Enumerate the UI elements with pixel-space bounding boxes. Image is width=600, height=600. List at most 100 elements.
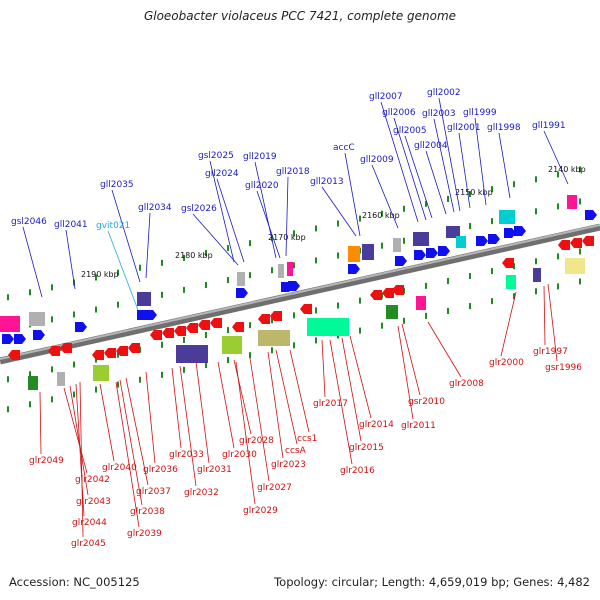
plus-gene-arrow xyxy=(488,234,500,244)
gene-block xyxy=(137,292,151,306)
gene-label-glr1997[interactable]: glr1997 xyxy=(533,347,568,357)
plus-leader-line xyxy=(192,213,239,266)
gene-label-glr2014[interactable]: glr2014 xyxy=(359,420,394,430)
gene-label-glr2017[interactable]: glr2017 xyxy=(313,399,348,409)
gene-label-gll2013[interactable]: gll2013 xyxy=(310,177,344,187)
gene-label-gsl2046[interactable]: gsl2046 xyxy=(11,217,47,227)
gene-label-gll1999[interactable]: gll1999 xyxy=(463,108,497,118)
minus-leader-line xyxy=(145,371,156,464)
gene-label-ccs1[interactable]: ccs1 xyxy=(297,434,317,444)
gene-label-glr2044[interactable]: glr2044 xyxy=(72,518,107,528)
gene-label-glr2015[interactable]: glr2015 xyxy=(349,443,384,453)
gene-label-glr2038[interactable]: glr2038 xyxy=(130,507,165,517)
minus-gene-arrow xyxy=(104,348,116,358)
minus-leader-line xyxy=(397,325,414,420)
plus-gene-arrow xyxy=(476,236,488,246)
minus-leader-line xyxy=(500,291,517,357)
gene-label-gll2018[interactable]: gll2018 xyxy=(276,167,310,177)
plus-gene-arrow xyxy=(585,210,597,220)
minus-leader-line xyxy=(401,323,421,396)
plus-leader-line xyxy=(371,164,399,229)
kbp-label: 2150 kbp xyxy=(455,188,493,197)
minus-gene-arrow xyxy=(392,285,404,295)
minus-leader-line xyxy=(235,361,256,505)
gene-label-gsr2010[interactable]: gsr2010 xyxy=(408,397,445,407)
kbp-label: 2160 kbp xyxy=(362,211,400,220)
gene-label-glr2008[interactable]: glr2008 xyxy=(449,379,484,389)
gene-label-glr2030[interactable]: glr2030 xyxy=(222,450,257,460)
gene-block xyxy=(506,275,516,289)
minus-gene-arrow xyxy=(60,343,72,353)
gene-block xyxy=(565,258,585,274)
plus-leader-line xyxy=(438,97,461,212)
gene-label-gsr1996[interactable]: gsr1996 xyxy=(545,363,582,373)
plus-leader-line xyxy=(380,101,419,223)
minus-gene-arrow xyxy=(198,320,210,330)
gene-block xyxy=(258,330,290,346)
minus-leader-line xyxy=(233,359,252,435)
gene-label-glr2042[interactable]: glr2042 xyxy=(75,475,110,485)
gene-label-gll2006[interactable]: gll2006 xyxy=(382,108,416,118)
plus-gene-arrow xyxy=(137,310,149,320)
minus-gene-arrow xyxy=(48,346,60,356)
gene-block xyxy=(416,296,426,310)
gene-label-glr2000[interactable]: glr2000 xyxy=(489,358,524,368)
gene-label-gll2034[interactable]: gll2034 xyxy=(138,203,172,213)
gene-label-accC[interactable]: accC xyxy=(333,143,355,153)
gene-label-gll2035[interactable]: gll2035 xyxy=(100,180,134,190)
gene-label-glr2043[interactable]: glr2043 xyxy=(76,497,111,507)
gene-block xyxy=(278,264,284,278)
gene-label-glr2039[interactable]: glr2039 xyxy=(127,529,162,539)
gene-label-glr2033[interactable]: glr2033 xyxy=(169,450,204,460)
gene-label-gll2003[interactable]: gll2003 xyxy=(422,109,456,119)
gene-label-gvit021[interactable]: gvit021 xyxy=(96,221,130,231)
plus-gene-arrow xyxy=(395,256,407,266)
minus-leader-line xyxy=(179,365,197,487)
minus-leader-line xyxy=(195,361,210,464)
gene-label-glr2029[interactable]: glr2029 xyxy=(243,506,278,516)
gene-label-gll1998[interactable]: gll1998 xyxy=(487,123,521,133)
minus-leader-line xyxy=(267,351,284,459)
gene-label-gll2001[interactable]: gll2001 xyxy=(447,123,481,133)
gene-label-gll1991[interactable]: gll1991 xyxy=(532,121,566,131)
gene-label-glr2023[interactable]: glr2023 xyxy=(271,460,306,470)
minus-gene-arrow xyxy=(270,311,282,321)
gene-label-ccsA[interactable]: ccsA xyxy=(285,446,307,456)
minus-gene-arrow xyxy=(382,288,394,298)
minus-gene-arrow xyxy=(210,318,222,328)
gene-label-gsl2026[interactable]: gsl2026 xyxy=(181,204,217,214)
gene-label-glr2016[interactable]: glr2016 xyxy=(340,466,375,476)
gene-label-glr2040[interactable]: glr2040 xyxy=(102,463,137,473)
gene-label-gll2002[interactable]: gll2002 xyxy=(427,88,461,98)
plus-leader-line xyxy=(22,226,43,298)
gene-label-glr2027[interactable]: glr2027 xyxy=(257,483,292,493)
gene-label-glr2032[interactable]: glr2032 xyxy=(184,488,219,498)
gene-block xyxy=(307,318,349,336)
gene-label-glr2036[interactable]: glr2036 xyxy=(143,465,178,475)
gene-label-glr2037[interactable]: glr2037 xyxy=(136,487,171,497)
gene-label-glr2045[interactable]: glr2045 xyxy=(71,539,106,549)
gene-label-gll2041[interactable]: gll2041 xyxy=(54,220,88,230)
plus-leader-line xyxy=(498,132,511,199)
kbp-label: 2180 kbp xyxy=(175,251,213,260)
gene-label-gll2024[interactable]: gll2024 xyxy=(205,169,239,179)
minus-leader-line xyxy=(79,381,84,538)
gene-block xyxy=(567,195,577,209)
gene-label-gll2004[interactable]: gll2004 xyxy=(414,141,448,151)
gene-label-gll2020[interactable]: gll2020 xyxy=(245,181,279,191)
gene-label-gll2009[interactable]: gll2009 xyxy=(360,155,394,165)
gene-label-gsl2025[interactable]: gsl2025 xyxy=(198,151,234,161)
minus-gene-arrow xyxy=(162,328,174,338)
gene-label-gll2019[interactable]: gll2019 xyxy=(243,152,277,162)
minus-gene-arrow xyxy=(174,326,186,336)
gene-label-glr2031[interactable]: glr2031 xyxy=(197,465,232,475)
minus-gene-arrow xyxy=(370,290,382,300)
gene-label-gll2005[interactable]: gll2005 xyxy=(393,126,427,136)
gene-label-glr2011[interactable]: glr2011 xyxy=(401,421,436,431)
kbp-label: 2190 kbp xyxy=(81,270,119,279)
gene-block xyxy=(348,246,360,262)
gene-label-gll2007[interactable]: gll2007 xyxy=(369,92,403,102)
gene-label-glr2028[interactable]: glr2028 xyxy=(239,436,274,446)
gene-label-glr2049[interactable]: glr2049 xyxy=(29,456,64,466)
